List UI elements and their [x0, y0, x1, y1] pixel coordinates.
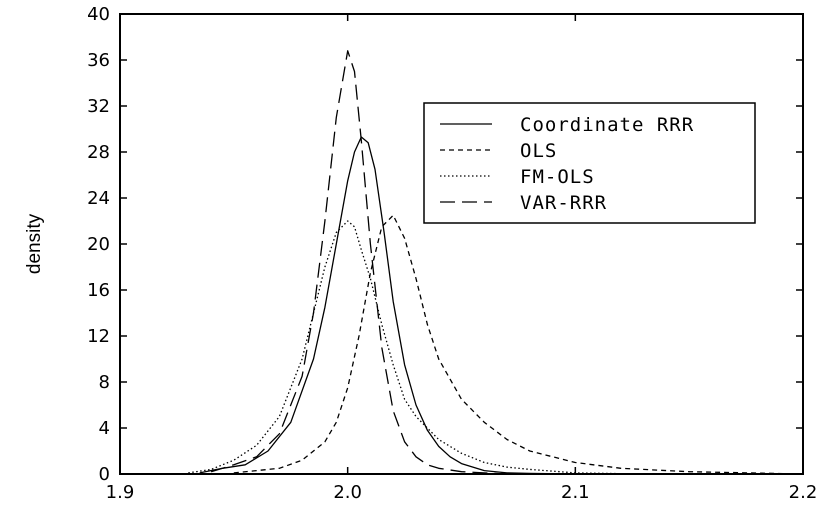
y-tick-label: 20 [87, 234, 110, 255]
legend-items: Coordinate RRR OLS FM-OLS VAR-RRR [440, 114, 694, 214]
y-tick-label: 8 [99, 372, 110, 393]
series-layer [188, 50, 804, 475]
y-tick-label: 4 [99, 418, 110, 439]
x-axis-ticks: 1.9 2.0 2.1 2.2 [106, 14, 818, 503]
y-axis-ticks: 0 4 8 12 16 20 24 28 32 36 40 [87, 4, 803, 485]
legend-label: OLS [520, 140, 557, 162]
plot-frame [119, 13, 804, 475]
y-tick-label: 28 [87, 142, 110, 163]
legend-box [423, 102, 756, 224]
y-tick-label: 36 [87, 50, 110, 71]
y-tick-label: 24 [87, 188, 110, 209]
legend: Coordinate RRR OLS FM-OLS VAR-RRR [423, 102, 756, 224]
series-line-3 [188, 220, 644, 475]
legend-label: FM-OLS [520, 166, 595, 188]
y-tick-label: 0 [99, 464, 110, 485]
series-line-4 [210, 50, 508, 475]
x-tick-label: 2.1 [561, 482, 590, 503]
y-axis-label: density [24, 213, 45, 274]
y-tick-label: 32 [87, 96, 110, 117]
x-tick-label: 1.9 [106, 482, 135, 503]
series-line-2 [233, 214, 804, 475]
legend-label: VAR-RRR [520, 192, 607, 214]
y-tick-label: 16 [87, 280, 110, 301]
series-line-1 [199, 136, 576, 475]
legend-label: Coordinate RRR [520, 114, 694, 136]
y-tick-label: 40 [87, 4, 110, 25]
x-tick-label: 2.0 [333, 482, 362, 503]
x-tick-label: 2.2 [789, 482, 818, 503]
y-tick-label: 12 [87, 326, 110, 347]
